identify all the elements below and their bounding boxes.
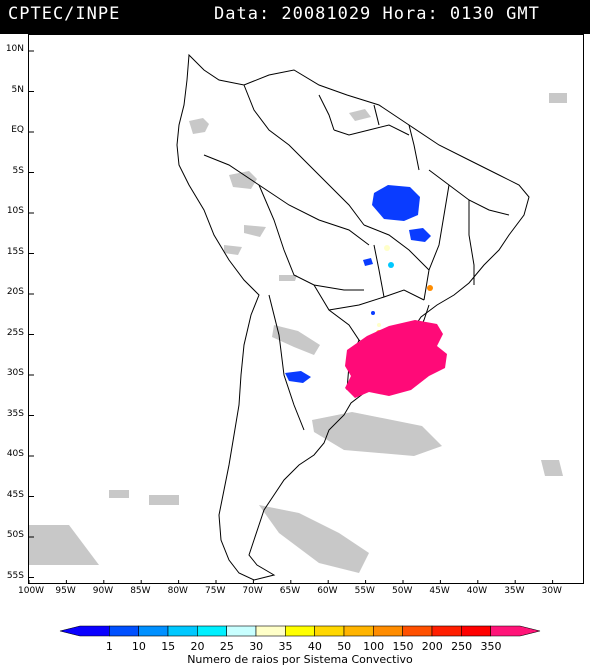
lat-label: 55S	[6, 570, 24, 581]
cloud-cover	[29, 93, 567, 573]
colorbar-label: 350	[480, 640, 502, 653]
colorbar-label: 35	[278, 640, 293, 653]
colorbar-label: 10	[131, 640, 146, 653]
colorbar-label: 100	[363, 640, 385, 653]
lat-label: 15S	[6, 246, 24, 257]
lon-label: 55W	[354, 586, 375, 596]
lat-label: 25S	[6, 327, 24, 338]
frame-ticks	[29, 50, 554, 583]
lat-label: 35S	[6, 408, 24, 419]
colorbar-label: 250	[451, 640, 473, 653]
colorbar-swatch	[226, 625, 257, 637]
cluster-pale-yellow-2	[377, 323, 381, 327]
lon-label: 40W	[466, 586, 488, 596]
colorbar-caption: Numero de raios por Sistema Convectivo	[187, 653, 413, 666]
lightning-clusters	[285, 185, 447, 398]
lon-label: 50W	[392, 586, 413, 596]
cluster-central-brazil-north	[372, 185, 420, 221]
lon-label: 95W	[55, 586, 76, 596]
cluster-pale-yellow	[384, 245, 390, 251]
cluster-paraguay-southern-brazil	[345, 320, 447, 398]
lat-label: 10S	[6, 206, 24, 216]
colorbar-label: 25	[219, 640, 234, 653]
colorbar: 1 10 15 20 25 30 35 40 50 100 150 200 250 350	[0, 620, 600, 670]
colorbar-swatch	[138, 625, 169, 637]
colorbar-swatches	[59, 625, 541, 637]
lon-label: 35W	[504, 586, 525, 596]
colorbar-swatch	[59, 625, 110, 637]
colorbar-swatch	[197, 625, 227, 637]
map-canvas	[29, 50, 567, 583]
colorbar-swatch	[373, 625, 403, 637]
cluster-northern-argentina	[285, 371, 311, 383]
lat-label: 50S	[6, 530, 24, 540]
lat-label: 30S	[6, 368, 24, 378]
latitude-axis: 10N 5N EQ 5S 10S 15S 20S 25S 30S 35S 40S 45S 50S 55S	[0, 34, 28, 584]
longitude-axis: 100W 95W 90W 85W 80W 75W 70W 65W 60W 55W 50W 45W 40W…	[0, 584, 600, 602]
cluster-small-blue	[363, 258, 373, 266]
lat-label: 20S	[6, 287, 24, 297]
cluster-orange	[427, 285, 433, 291]
colorbar-swatch	[402, 625, 433, 637]
lon-label: 45W	[429, 586, 450, 596]
map-frame	[28, 34, 584, 584]
colorbar-label: 50	[337, 640, 352, 653]
colorbar-swatch	[285, 625, 315, 637]
colorbar-label: 1	[105, 640, 113, 653]
lat-label: 5N	[11, 84, 24, 95]
lat-label: EQ	[11, 125, 24, 135]
lat-label: 40S	[6, 449, 24, 459]
lon-label: 100W	[18, 586, 45, 596]
colorbar-label: 20	[190, 640, 205, 653]
datetime-label: Data: 20081029 Hora: 0130 GMT	[214, 4, 540, 24]
lon-label: 85W	[130, 586, 151, 596]
lon-label: 80W	[167, 586, 188, 596]
cluster-cyan	[388, 262, 394, 268]
lat-label: 10N	[5, 44, 24, 54]
colorbar-swatch	[343, 625, 374, 637]
lat-label: 45S	[6, 489, 24, 500]
colorbar-label: 150	[392, 640, 414, 653]
colorbar-swatch	[255, 625, 286, 637]
coastline	[176, 53, 530, 581]
colorbar-label: 30	[249, 640, 264, 653]
colorbar-label: 15	[161, 640, 176, 653]
colorbar-label: 40	[307, 640, 322, 653]
colorbar-swatch	[461, 625, 491, 637]
colorbar-swatch	[314, 625, 345, 637]
colorbar-swatch	[167, 625, 198, 637]
lon-label: 70W	[242, 586, 263, 596]
map-header: CPTEC/INPE Data: 20081029 Hora: 0130 GMT	[0, 0, 590, 34]
lon-label: 30W	[541, 586, 562, 596]
colorbar-swatch	[109, 625, 139, 637]
lon-label: 65W	[279, 586, 301, 596]
source-label: CPTEC/INPE	[8, 4, 121, 24]
lat-label: 5S	[12, 165, 24, 176]
lon-label: 60W	[317, 586, 338, 596]
colorbar-swatch	[490, 625, 541, 637]
colorbar-label: 200	[421, 640, 443, 653]
cluster-central-brazil-east	[409, 228, 431, 242]
cluster-small-blue-2	[371, 311, 375, 315]
lon-label: 75W	[205, 586, 226, 596]
colorbar-swatch	[431, 625, 462, 637]
lon-label: 90W	[92, 586, 114, 596]
